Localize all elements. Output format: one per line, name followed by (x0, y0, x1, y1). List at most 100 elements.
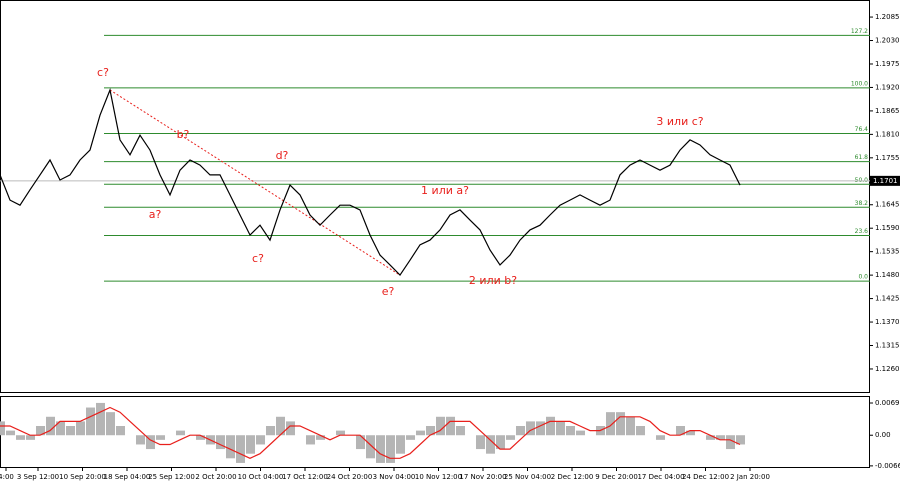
oscillator-bar (486, 435, 495, 454)
y-tick-label: 1.1370 (875, 318, 900, 326)
wave-label: 3 или c? (656, 115, 703, 128)
oscillator-bar (156, 435, 165, 440)
oscillator-bar (676, 426, 685, 436)
oscillator-bar (536, 421, 545, 436)
x-tick-label: 3 Nov 04:00 (373, 473, 416, 481)
oscillator-bar (176, 430, 185, 436)
oscillator-bar (316, 435, 325, 440)
oscillator-bar (266, 426, 275, 436)
oscillator-bar (636, 426, 645, 436)
oscillator-bar (246, 435, 255, 454)
wave-label: c? (252, 252, 264, 265)
oscillator-bar (436, 416, 445, 436)
oscillator-bar (336, 430, 345, 436)
signal-line (0, 406, 741, 459)
oscillator-bar (0, 421, 5, 436)
oscillator-bar (86, 407, 95, 436)
oscillator-bar (306, 435, 315, 445)
fib-label: 100.0 (851, 80, 868, 87)
oscillator-bar (606, 412, 615, 436)
y-tick-label: 1.1425 (875, 295, 900, 303)
x-tick-label: 10 Sep 20:00 (59, 473, 106, 481)
y-tick-label: 1.1480 (875, 271, 900, 279)
y-tick-label: 1.1315 (875, 342, 900, 350)
oscillator-bar (146, 435, 155, 450)
oscillator-bar (46, 416, 55, 436)
oscillator-bar (356, 435, 365, 450)
oscillator-bar (446, 416, 455, 436)
x-tick-label: 9 Dec 20:00 (595, 473, 638, 481)
price-line (0, 87, 741, 277)
oscillator-bar (506, 435, 515, 440)
oscillator-bar (416, 430, 425, 436)
fib-label: 127.2 (851, 28, 868, 35)
current-price-label: 1.1701 (873, 177, 898, 185)
oscillator-bar (496, 435, 505, 450)
y-tick-label: 1.2085 (875, 13, 900, 21)
fib-label: 23.6 (855, 228, 869, 235)
wave-label: d? (276, 149, 289, 162)
oscillator-bar (516, 426, 525, 436)
oscillator-bar (736, 435, 745, 445)
oscillator-bar (426, 426, 435, 436)
oscillator-bar (36, 426, 45, 436)
x-tick-label: 10 Nov 12:00 (415, 473, 462, 481)
oscillator-bar (276, 416, 285, 436)
wave-label: e? (382, 285, 395, 298)
oscillator-bar (96, 402, 105, 436)
oscillator-bar (226, 435, 235, 459)
x-tick-label: 10 Oct 04:00 (238, 473, 284, 481)
oscillator-bar (116, 426, 125, 436)
oscillator-bar (26, 435, 35, 440)
x-tick-label: 25 Sep 12:00 (148, 473, 195, 481)
oscillator-bar (526, 421, 535, 436)
osc-tick-label: 0.00698 (875, 399, 900, 407)
oscillator-bar (106, 412, 115, 436)
x-tick-label: 2 Oct 20:00 (195, 473, 236, 481)
main-frame (0, 0, 870, 393)
wave-label: 1 или a? (421, 184, 469, 197)
oscillator-bar (686, 430, 695, 436)
y-tick-label: 1.2030 (875, 37, 900, 45)
x-tick-label: 4:00 (0, 473, 14, 481)
oscillator-bar (456, 426, 465, 436)
fib-label: 38.2 (855, 200, 869, 207)
y-tick-label: 1.1920 (875, 83, 900, 91)
x-tick-label: 17 Nov 20:00 (459, 473, 506, 481)
oscillator-bar (376, 435, 385, 463)
y-tick-label: 1.1590 (875, 224, 900, 232)
y-tick-label: 1.1865 (875, 107, 900, 115)
oscillator-bar (616, 412, 625, 436)
oscillator-bar (136, 435, 145, 445)
current-price-box (870, 175, 900, 186)
oscillator-bar (706, 435, 715, 440)
y-tick-label: 1.1535 (875, 248, 900, 256)
x-tick-label: 2 Dec 12:00 (551, 473, 594, 481)
x-tick-label: 3 Sep 12:00 (17, 473, 59, 481)
oscillator-bar (556, 421, 565, 436)
oscillator-bar (366, 435, 375, 459)
fib-label: 76.4 (855, 126, 869, 133)
oscillator-bar (576, 430, 585, 436)
y-tick-label: 1.1975 (875, 60, 900, 68)
oscillator-bar (406, 435, 415, 440)
y-tick-label: 1.1260 (875, 365, 900, 373)
wave-line (109, 89, 401, 276)
oscillator-bar (566, 426, 575, 436)
x-tick-label: 24 Oct 20:00 (327, 473, 373, 481)
oscillator-bar (386, 435, 395, 463)
fib-label: 0.0 (858, 274, 868, 281)
oscillator-bar (626, 416, 635, 436)
oscillator-bar (726, 435, 735, 450)
x-tick-label: 24 Dec 12:00 (682, 473, 729, 481)
oscillator-bar (196, 435, 205, 440)
oscillator-bar (476, 435, 485, 450)
oscillator-bar (656, 435, 665, 440)
oscillator-bar (546, 416, 555, 436)
wave-label: b? (177, 128, 190, 141)
oscillator-bar (716, 435, 725, 440)
oscillator-bar (6, 430, 15, 436)
wave-label: a? (149, 208, 162, 221)
